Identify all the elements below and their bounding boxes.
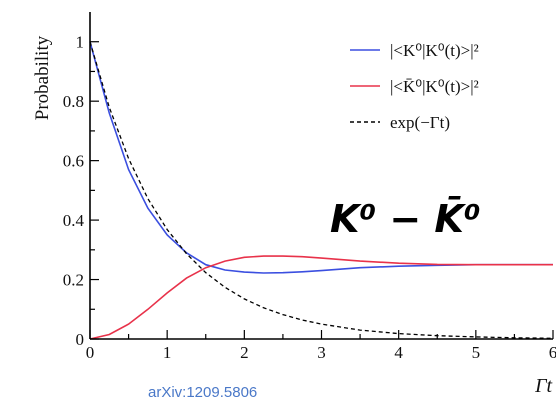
series-line-0: [89, 41, 553, 274]
source-citation[interactable]: arXiv:1209.5806: [148, 384, 257, 397]
y-tick-label-1: 0.2: [63, 271, 84, 290]
y-tick-label-3: 0.6: [63, 152, 84, 171]
x-tick-label-6: 6: [549, 343, 556, 362]
y-tick-label-0: 0: [76, 330, 85, 349]
x-tick-label-4: 4: [394, 343, 403, 362]
x-axis-label: Γt: [534, 375, 552, 397]
series-line-1: [89, 255, 553, 340]
series-layer: [89, 41, 554, 340]
y-tick-label-4: 0.8: [63, 92, 84, 111]
legend: |<K⁰|K⁰(t)>|² |<K̄⁰|K⁰(t)>|² exp(−Γt): [350, 41, 479, 132]
x-tick-label-0: 0: [86, 343, 95, 362]
series-line-2: [89, 41, 554, 339]
x-tick-label-5: 5: [472, 343, 481, 362]
y-tick-label-5: 1: [76, 33, 85, 52]
legend-label-0: |<K⁰|K⁰(t)>|²: [390, 41, 479, 60]
y-tick-label-2: 0.4: [63, 211, 85, 230]
y-axis-label: Probability: [32, 35, 53, 120]
x-tick-label-2: 2: [240, 343, 249, 362]
x-tick-label-1: 1: [163, 343, 172, 362]
legend-label-2: exp(−Γt): [390, 113, 450, 132]
legend-label-1: |<K̄⁰|K⁰(t)>|²: [390, 77, 479, 96]
annotation-label: K⁰ − K̄⁰: [330, 196, 480, 241]
axes: 0 1 2 3 4 5 6 0 0.2 0.4 0.6 0.8 1: [63, 12, 556, 362]
x-tick-label-3: 3: [317, 343, 326, 362]
